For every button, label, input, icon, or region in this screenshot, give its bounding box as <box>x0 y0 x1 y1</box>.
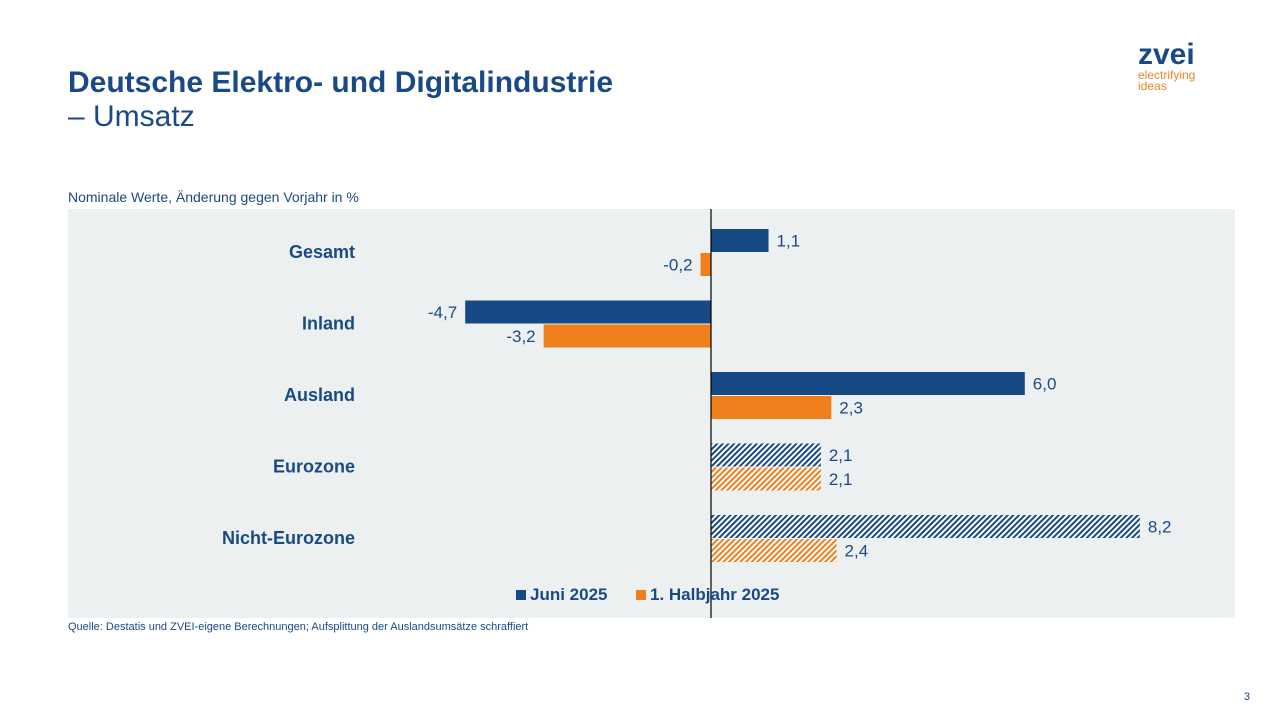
data-label: 2,3 <box>839 399 863 418</box>
category-label: Gesamt <box>289 242 355 262</box>
page-number: 3 <box>1243 691 1250 703</box>
bar <box>543 324 711 348</box>
bar <box>711 229 769 252</box>
logo-tagline-2: ideas <box>1138 79 1167 93</box>
legend-label: Juni 2025 <box>530 585 608 604</box>
data-label: 2,4 <box>845 542 869 561</box>
logo-wordmark: zvei <box>1138 38 1195 71</box>
page-title: Deutsche Elektro- und Digitalindustrie –… <box>68 66 613 134</box>
bar <box>700 253 711 276</box>
bar <box>711 443 821 467</box>
legend-swatch <box>636 590 646 600</box>
bar <box>711 515 1140 538</box>
bar-chart: Gesamt 1,1 -0,2 Inland -4,7 -3,2 Ausland 6,0 2,3… <box>222 209 1172 618</box>
bar <box>711 396 832 419</box>
category-label: Nicht-Eurozone <box>222 528 355 548</box>
bar <box>465 300 711 324</box>
data-label: 8,2 <box>1148 518 1172 537</box>
category-label: Inland <box>302 314 355 334</box>
source-note: Quelle: Destatis und ZVEI-eigene Berechn… <box>68 621 529 633</box>
bar <box>711 467 821 491</box>
data-label: 1,1 <box>777 232 801 251</box>
bar <box>711 372 1025 395</box>
zvei-logo: zvei electrifying ideas <box>1138 38 1196 93</box>
title-line-2: – Umsatz <box>68 100 195 133</box>
chart-panel: Gesamt 1,1 -0,2 Inland -4,7 -3,2 Ausland 6,0 2,3… <box>68 209 1235 618</box>
data-label: -3,2 <box>506 327 535 346</box>
data-label: -4,7 <box>428 303 457 322</box>
data-label: 2,1 <box>829 446 853 465</box>
legend-label: 1. Halbjahr 2025 <box>650 585 779 604</box>
title-line-1: Deutsche Elektro- und Digitalindustrie <box>68 66 614 99</box>
legend-swatch <box>516 590 526 600</box>
category-label: Ausland <box>284 385 355 405</box>
logo-tagline-1: electrifying <box>1138 68 1196 82</box>
data-label: 2,1 <box>829 470 853 489</box>
chart-subtitle: Nominale Werte, Änderung gegen Vorjahr i… <box>68 189 359 205</box>
data-label: 6,0 <box>1033 375 1057 394</box>
data-label: -0,2 <box>663 256 692 275</box>
category-label: Eurozone <box>273 457 355 477</box>
bar <box>711 539 837 562</box>
